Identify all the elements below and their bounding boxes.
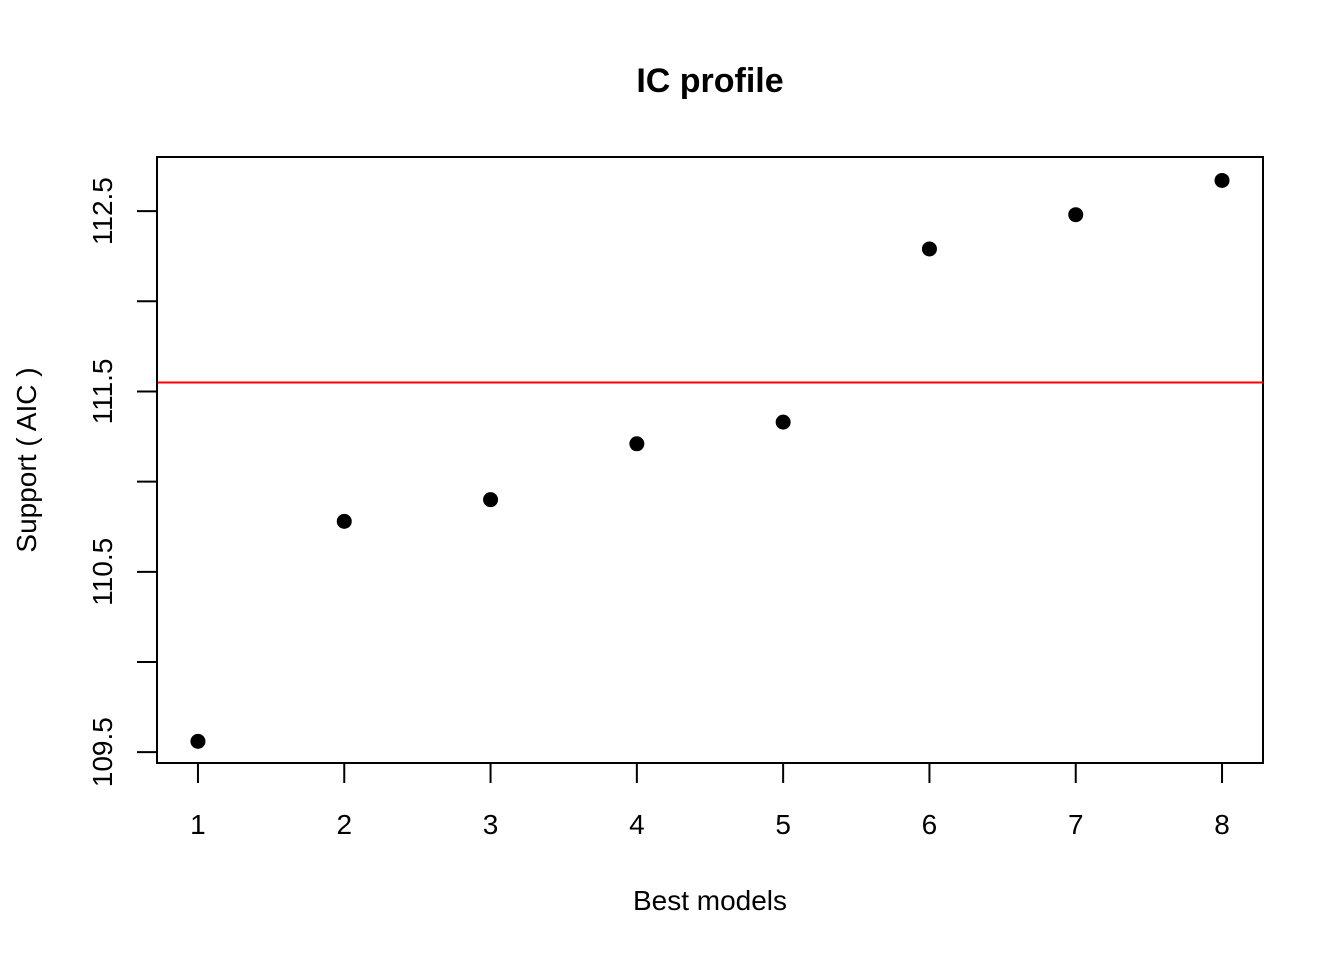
x-tick-label: 5 [775,809,791,840]
data-point [190,733,206,749]
x-tick-label: 6 [922,809,938,840]
x-tick-label: 2 [336,809,352,840]
data-point [629,436,645,452]
y-tick-label: 112.5 [87,177,118,245]
y-tick-label: 109.5 [87,717,118,787]
x-tick-label: 8 [1214,809,1230,840]
x-axis: 1 2 3 4 5 6 7 8 [190,762,1230,840]
plot-frame [156,156,1264,764]
x-tick-label: 3 [483,809,499,840]
x-tick-label: 7 [1068,809,1084,840]
data-points [190,172,1230,749]
x-axis-title: Best models [633,885,787,916]
data-point [1214,172,1230,188]
data-point [483,492,499,508]
chart-title: IC profile [636,62,783,100]
x-tick-label: 1 [190,809,206,840]
data-point [921,241,937,257]
y-axis-title: Support ( AIC ) [11,367,42,552]
data-point [336,513,352,529]
y-tick-label: 111.5 [87,359,118,425]
x-tick-label: 4 [629,809,645,840]
y-tick-label: 110.5 [87,538,118,606]
data-point [775,414,791,430]
y-axis: 109.5 110.5 111.5 112.5 [87,177,158,787]
data-point [1068,207,1084,223]
